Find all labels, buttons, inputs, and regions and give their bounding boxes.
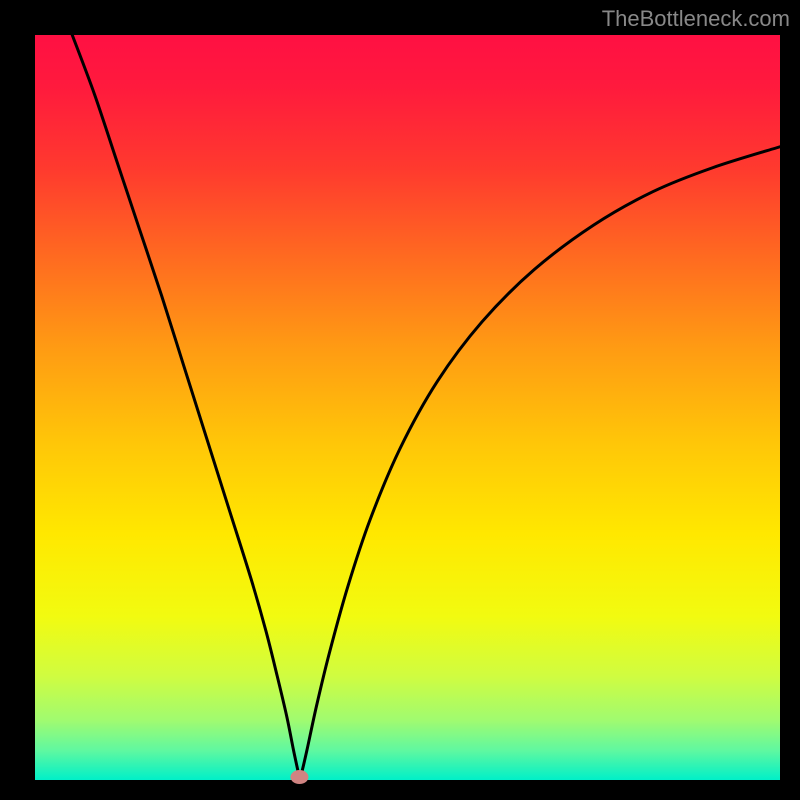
chart-frame: TheBottleneck.com bbox=[0, 0, 800, 800]
watermark-text: TheBottleneck.com bbox=[602, 6, 790, 32]
plot-area bbox=[35, 35, 780, 780]
gradient-background bbox=[35, 35, 780, 780]
plot-svg bbox=[35, 35, 780, 780]
optimal-marker bbox=[290, 770, 308, 784]
